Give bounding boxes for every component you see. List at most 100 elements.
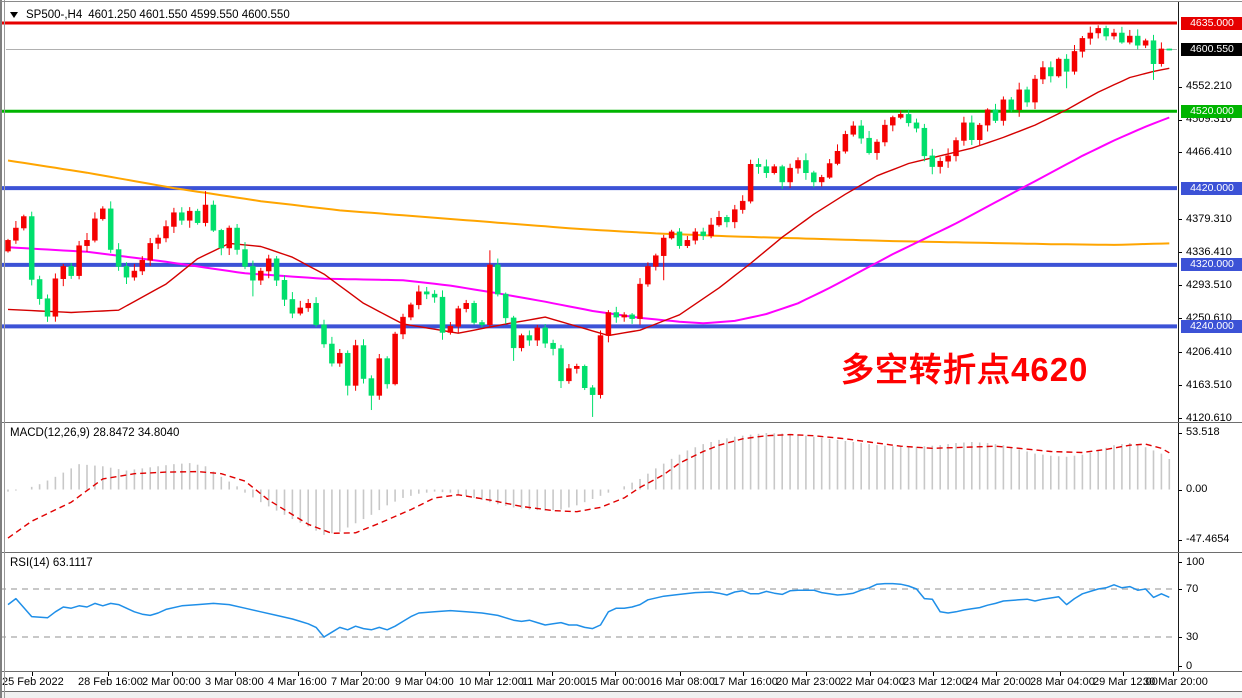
candle-body: [882, 124, 888, 143]
time-label: 29 Mar 12:00: [1093, 676, 1158, 688]
price-tick: [1178, 86, 1182, 88]
candle-body: [400, 316, 406, 335]
candle-body: [384, 358, 390, 385]
candle-body: [1119, 32, 1125, 43]
candle-body: [566, 368, 572, 382]
ma_fast-line: [7, 67, 1170, 337]
time-label: 2 Mar 00:00: [142, 676, 201, 688]
symbol-period-label: SP500-,H4: [26, 9, 83, 21]
candle-body: [1040, 67, 1046, 80]
time-label: 7 Mar 20:00: [331, 676, 390, 688]
candle-body: [858, 125, 864, 139]
candle-body: [668, 231, 675, 239]
macd-indicator-label: MACD(12,26,9) 28.8472 34.8040: [10, 427, 180, 439]
candle-body: [716, 217, 722, 226]
candle-body: [597, 335, 604, 395]
candle-body: [1095, 28, 1101, 34]
candle-body: [779, 166, 785, 183]
price-tick: [1178, 385, 1182, 387]
candle-body: [139, 260, 146, 272]
panel-separator-macd[interactable]: [0, 422, 1242, 423]
candle-body: [376, 358, 383, 396]
time-label: 9 Mar 04:00: [395, 676, 454, 688]
candle-body: [1127, 35, 1133, 43]
candle-body: [344, 352, 351, 386]
candle-body: [811, 172, 817, 183]
time-label: 3 Mar 08:00: [205, 676, 264, 688]
candle-body: [518, 335, 525, 349]
candle-body: [976, 124, 983, 140]
candle-body: [510, 317, 517, 349]
candle-body: [115, 249, 122, 267]
time-tick: [235, 672, 236, 676]
time-tick: [806, 672, 807, 676]
candle-body: [107, 208, 114, 250]
candle-body: [834, 150, 841, 164]
candle-body: [273, 258, 280, 281]
time-label: 20 Mar 23:00: [776, 676, 841, 688]
candle-body: [1024, 89, 1030, 103]
candle-body: [218, 230, 225, 249]
candle-body: [787, 167, 793, 183]
candle-body: [1087, 32, 1094, 39]
candle-body: [439, 296, 446, 333]
rsi-indicator-label: RSI(14) 63.1117: [10, 557, 93, 569]
candle-body: [961, 122, 967, 141]
macd-tick-label: 53.518: [1186, 426, 1220, 439]
price-tick: [1178, 318, 1182, 320]
macd-tick-label: -47.4654: [1186, 533, 1230, 546]
rsi-tick: [1178, 562, 1182, 563]
candle-body: [416, 291, 422, 306]
candle-body: [534, 327, 541, 341]
candle-body: [550, 342, 556, 349]
annotation-text: 多空转折点4620: [841, 351, 1089, 388]
time-label: 22 Mar 04:00: [840, 676, 905, 688]
candle-body: [281, 279, 288, 300]
time-label: 4 Mar 16:00: [268, 676, 327, 688]
time-tick: [743, 672, 744, 676]
candle-body: [352, 345, 359, 386]
collapse-ohlc-icon[interactable]: [10, 12, 18, 18]
candle-body: [186, 210, 193, 221]
time-tick: [298, 672, 299, 676]
panel-separator-rsi[interactable]: [0, 552, 1242, 553]
candle-body: [226, 227, 232, 249]
candle-body: [250, 266, 256, 281]
candle-body: [1016, 89, 1022, 111]
chart-title: SP500-,H4 4601.250 4601.550 4599.550 460…: [10, 9, 290, 21]
candle-body: [36, 279, 43, 299]
candle-body: [487, 264, 493, 326]
rsi-tick-label: 100: [1186, 555, 1205, 568]
candle-body: [92, 218, 98, 241]
candle-body: [1111, 32, 1117, 37]
candle-body: [1000, 99, 1007, 121]
candle-body: [526, 335, 533, 341]
price-tick-label: 4206.410: [1186, 345, 1232, 358]
candle-body: [297, 307, 304, 314]
candle-body: [739, 200, 746, 210]
candle-body: [937, 160, 943, 167]
price-tick: [1178, 418, 1182, 419]
candle-body: [447, 326, 454, 333]
candle-body: [629, 314, 635, 319]
candle-body: [52, 278, 59, 317]
candle-body: [953, 140, 959, 157]
candle-body: [60, 266, 67, 279]
candle-body: [866, 137, 872, 154]
candle-body: [337, 352, 343, 364]
candle-body: [574, 366, 580, 369]
candle-body: [21, 216, 27, 229]
candle-body: [732, 209, 738, 223]
time-label: 11 Mar 20:00: [522, 676, 587, 688]
candle-body: [123, 266, 130, 278]
candle-body: [660, 237, 667, 256]
candle-body: [234, 227, 240, 250]
candle-body: [771, 166, 778, 173]
candle-body: [313, 303, 319, 326]
time-label: 16 Mar 08:00: [650, 676, 715, 688]
ohlc-values: 4601.250 4601.550 4599.550 4600.550: [88, 9, 290, 21]
candle-body: [194, 210, 201, 223]
candle-body: [929, 155, 936, 167]
